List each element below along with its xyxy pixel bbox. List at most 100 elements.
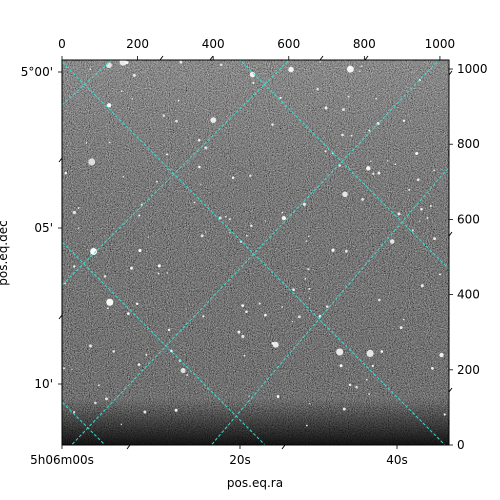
star xyxy=(219,63,223,67)
star xyxy=(73,265,76,268)
coordinate-grid xyxy=(62,60,449,445)
star xyxy=(368,129,371,132)
star xyxy=(339,364,343,368)
star xyxy=(331,248,335,252)
star xyxy=(241,304,245,307)
star xyxy=(231,176,235,179)
star xyxy=(147,236,150,238)
star xyxy=(420,207,423,211)
star xyxy=(126,312,130,315)
star xyxy=(135,302,139,305)
star xyxy=(361,198,364,201)
star xyxy=(202,315,205,318)
star xyxy=(372,172,375,175)
star xyxy=(156,180,158,183)
star xyxy=(204,146,208,150)
star xyxy=(281,215,287,221)
frame-tick xyxy=(448,387,453,393)
star xyxy=(326,305,329,308)
star xyxy=(264,220,266,222)
star xyxy=(342,407,346,411)
star xyxy=(85,142,88,144)
star xyxy=(249,174,252,177)
star xyxy=(415,151,419,156)
star xyxy=(64,171,68,175)
star xyxy=(302,202,306,206)
star xyxy=(119,60,127,66)
y-pixel-tick-label: 600 xyxy=(457,212,480,226)
star xyxy=(399,326,403,330)
star xyxy=(366,166,371,171)
star xyxy=(347,66,351,70)
y-pixel-tick-label: 800 xyxy=(457,137,480,151)
star xyxy=(316,87,319,91)
star xyxy=(157,264,161,268)
star xyxy=(106,307,109,310)
frame-tick xyxy=(126,444,131,450)
star xyxy=(112,350,115,353)
grid-line xyxy=(62,401,106,445)
star xyxy=(371,364,374,368)
star xyxy=(122,175,125,178)
star xyxy=(186,374,188,376)
star xyxy=(305,240,308,242)
star xyxy=(143,410,147,414)
star xyxy=(439,352,444,358)
star xyxy=(342,191,348,198)
star xyxy=(380,350,384,353)
frame-tick xyxy=(209,55,214,61)
star xyxy=(443,413,446,416)
y-pixel-tick-label: 0 xyxy=(457,438,465,452)
star xyxy=(416,178,420,182)
frame-tick xyxy=(448,231,453,237)
star xyxy=(89,344,92,348)
star xyxy=(281,306,283,308)
star xyxy=(137,363,141,366)
star xyxy=(120,423,123,426)
star xyxy=(89,68,92,70)
star xyxy=(140,203,143,206)
star xyxy=(175,119,178,123)
star xyxy=(237,330,241,334)
star xyxy=(157,272,160,275)
star xyxy=(162,114,166,117)
star xyxy=(271,123,274,126)
plot-frame xyxy=(61,59,450,446)
star xyxy=(166,272,169,274)
star xyxy=(62,367,66,370)
star xyxy=(120,90,123,93)
star xyxy=(411,229,414,232)
x-pixel-tick-label: 600 xyxy=(277,37,300,51)
frame-tick xyxy=(58,314,63,320)
star xyxy=(439,273,441,276)
star xyxy=(264,313,267,317)
star xyxy=(174,408,178,412)
star xyxy=(370,160,372,162)
star xyxy=(130,266,133,270)
star xyxy=(375,97,377,100)
star xyxy=(291,320,294,323)
star xyxy=(198,165,201,169)
star xyxy=(241,334,245,339)
star xyxy=(131,98,133,100)
star xyxy=(377,171,381,175)
star xyxy=(210,117,217,123)
pixel-axes: 0 200 400 600 800 1000 0 200 400 600 800 1000 xyxy=(58,37,487,452)
star xyxy=(272,341,279,348)
star xyxy=(402,119,406,122)
star xyxy=(308,297,311,299)
star xyxy=(431,367,434,370)
dec-tick-label: 5°00' xyxy=(21,65,53,79)
star xyxy=(408,189,411,191)
frame-tick xyxy=(319,55,324,61)
star xyxy=(433,237,437,241)
star xyxy=(347,95,350,98)
star xyxy=(250,224,253,227)
star xyxy=(366,349,374,357)
star xyxy=(297,315,301,319)
star xyxy=(106,62,112,69)
y-axis-title: pos.eq.dec xyxy=(0,220,10,285)
x-axis-title: pos.eq.ra xyxy=(227,476,283,490)
star xyxy=(389,239,395,244)
